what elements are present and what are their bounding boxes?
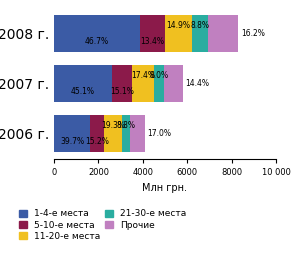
Text: 15.1%: 15.1% — [110, 87, 134, 96]
Text: 8.8%: 8.8% — [191, 21, 210, 30]
Bar — [131, 65, 154, 102]
Text: 14.4%: 14.4% — [185, 79, 209, 88]
X-axis label: Млн грн.: Млн грн. — [142, 183, 188, 193]
Bar — [164, 65, 183, 102]
Legend: 1-4-е места, 5-10-е места, 11-20-е места, 21-30-е места, Прочие: 1-4-е места, 5-10-е места, 11-20-е места… — [19, 209, 186, 241]
Bar — [104, 115, 122, 152]
Bar — [130, 115, 145, 152]
Bar — [208, 15, 238, 52]
Bar — [154, 65, 164, 102]
Text: 8.0%: 8.0% — [149, 71, 169, 80]
Text: 8.8%: 8.8% — [116, 121, 135, 130]
Bar — [54, 15, 140, 52]
Bar — [54, 65, 112, 102]
Bar — [112, 65, 131, 102]
Text: 16.2%: 16.2% — [241, 29, 265, 38]
Bar — [140, 15, 165, 52]
Bar — [54, 115, 90, 152]
Text: 15.2%: 15.2% — [85, 137, 109, 146]
Text: 39.7%: 39.7% — [60, 137, 84, 146]
Text: 17.4%: 17.4% — [131, 71, 155, 80]
Bar — [122, 115, 130, 152]
Bar — [165, 15, 192, 52]
Bar — [192, 15, 208, 52]
Bar — [90, 115, 104, 152]
Text: 46.7%: 46.7% — [85, 37, 109, 46]
Text: 19.3%: 19.3% — [101, 121, 125, 130]
Text: 17.0%: 17.0% — [148, 129, 172, 138]
Text: 14.9%: 14.9% — [167, 21, 191, 30]
Text: 13.4%: 13.4% — [140, 37, 164, 46]
Text: 45.1%: 45.1% — [71, 87, 95, 96]
